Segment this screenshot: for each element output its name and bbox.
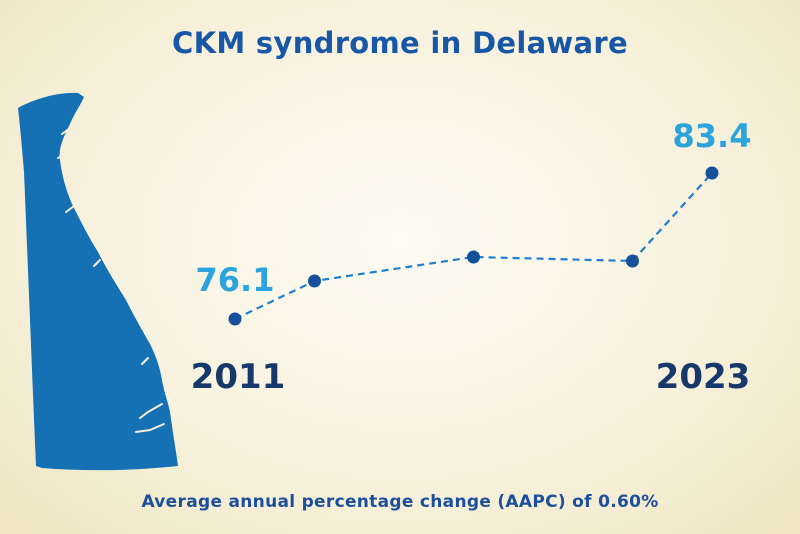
data-label-start: 76.1 [196,261,275,299]
data-point-2017 [467,250,480,264]
x-tick-label-start: 2011 [191,357,286,397]
data-point-2011 [228,312,242,326]
data-points [228,166,719,326]
x-tick-label-end: 2023 [656,357,751,397]
series-line [234,172,713,320]
delaware-state-map-icon [18,92,178,471]
data-point-2023 [705,166,719,180]
map-inlets [57,127,165,433]
data-point-2013 [308,274,321,288]
data-point-2021 [626,254,639,268]
chart-title: CKM syndrome in Delaware [172,26,628,60]
aapc-note: Average annual percentage change (AAPC) … [141,492,659,512]
data-label-end: 83.4 [673,117,752,155]
